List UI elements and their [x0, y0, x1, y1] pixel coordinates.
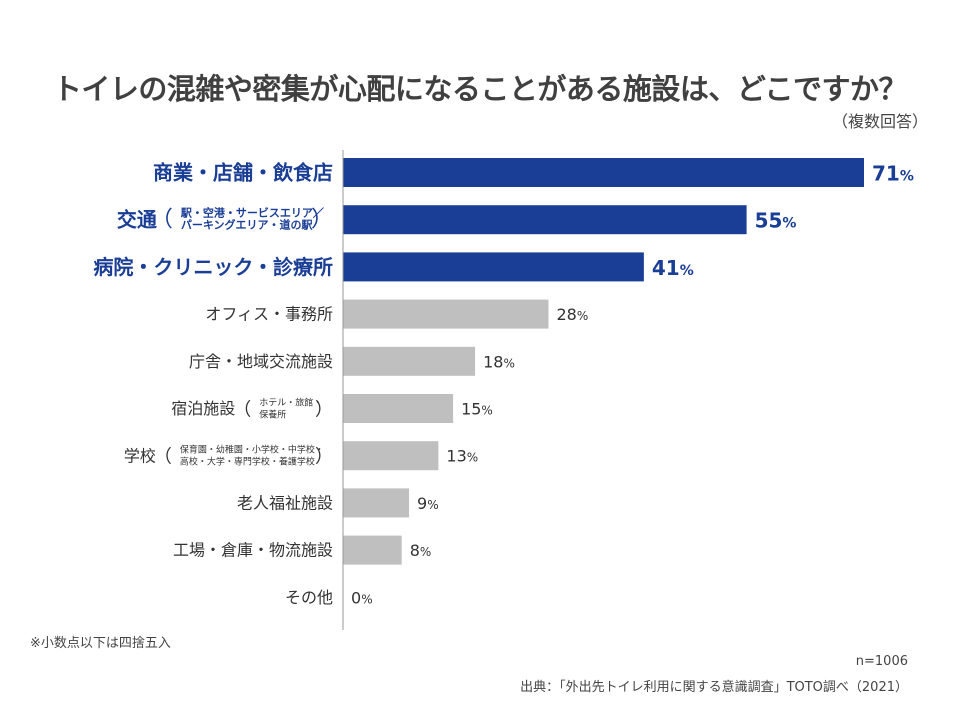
category-label-1: 交通	[117, 208, 157, 232]
category-label-5: 宿泊施設	[171, 399, 235, 418]
paren-open-5: （	[233, 400, 251, 421]
category-detail-6-0: 保育園・幼稚園・小学校・中学校・	[180, 444, 324, 456]
value-label-2: 41%	[652, 256, 694, 280]
bar-7	[343, 488, 410, 518]
bar-3	[343, 299, 549, 329]
bar-0	[343, 158, 864, 187]
category-label-7: 老人福祉施設	[237, 494, 333, 513]
bar-chart: 71%商業・店舗・飲食店55%）駅・空港・サービスエリア／パーキングエリア・道の…	[93, 150, 914, 630]
bar-5	[343, 394, 454, 423]
category-label-3: オフィス・事務所	[205, 305, 333, 324]
value-label-9: 0%	[351, 588, 373, 607]
category-detail-5-0: ホテル・旅館・	[259, 397, 322, 409]
value-label-0: 71%	[872, 162, 914, 186]
category-detail-1-1: パーキングエリア・道の駅	[181, 218, 313, 232]
value-label-8: 8%	[410, 541, 432, 560]
category-detail-5-1: 保養所	[259, 409, 286, 421]
category-label-0: 商業・店舗・飲食店	[153, 161, 333, 185]
value-label-4: 18%	[483, 352, 515, 371]
paren-close-6: ）	[315, 447, 333, 468]
chart-title: トイレの混雑や密集が心配になることがある施設は、どこですか？	[52, 72, 908, 106]
category-label-6: 学校	[124, 446, 156, 465]
chart-subtitle: （複数回答）	[831, 112, 928, 131]
bar-6	[343, 441, 439, 471]
sample-size: n=1006	[855, 654, 908, 669]
category-detail-1-0: 駅・空港・サービスエリア／	[180, 206, 324, 220]
value-label-1: 55%	[755, 209, 797, 233]
bar-1	[343, 205, 747, 235]
value-label-5: 15%	[461, 400, 493, 419]
footnote: ※小数点以下は四捨五入	[30, 636, 171, 651]
paren-close-1: ）	[311, 208, 333, 233]
value-label-6: 13%	[446, 447, 478, 466]
category-label-8: 工場・倉庫・物流施設	[173, 541, 333, 560]
source-credit: 出典：「外出先トイレ利用に関する意識調査」TOTO調べ（2021）	[520, 680, 908, 695]
category-label-2: 病院・クリニック・診療所	[93, 255, 333, 279]
category-label-9: その他	[285, 588, 333, 607]
bar-8	[343, 535, 402, 565]
category-detail-6-1: 高校・大学・専門学校・養護学校	[180, 456, 315, 468]
paren-open-6: （	[154, 447, 172, 468]
paren-open-1: （	[151, 208, 173, 233]
value-label-3: 28%	[556, 305, 588, 324]
paren-close-5: ）	[315, 400, 333, 421]
bar-4	[343, 346, 476, 376]
category-label-4: 庁舎・地域交流施設	[189, 352, 333, 371]
bar-2	[343, 252, 644, 282]
value-label-7: 9%	[417, 494, 439, 513]
